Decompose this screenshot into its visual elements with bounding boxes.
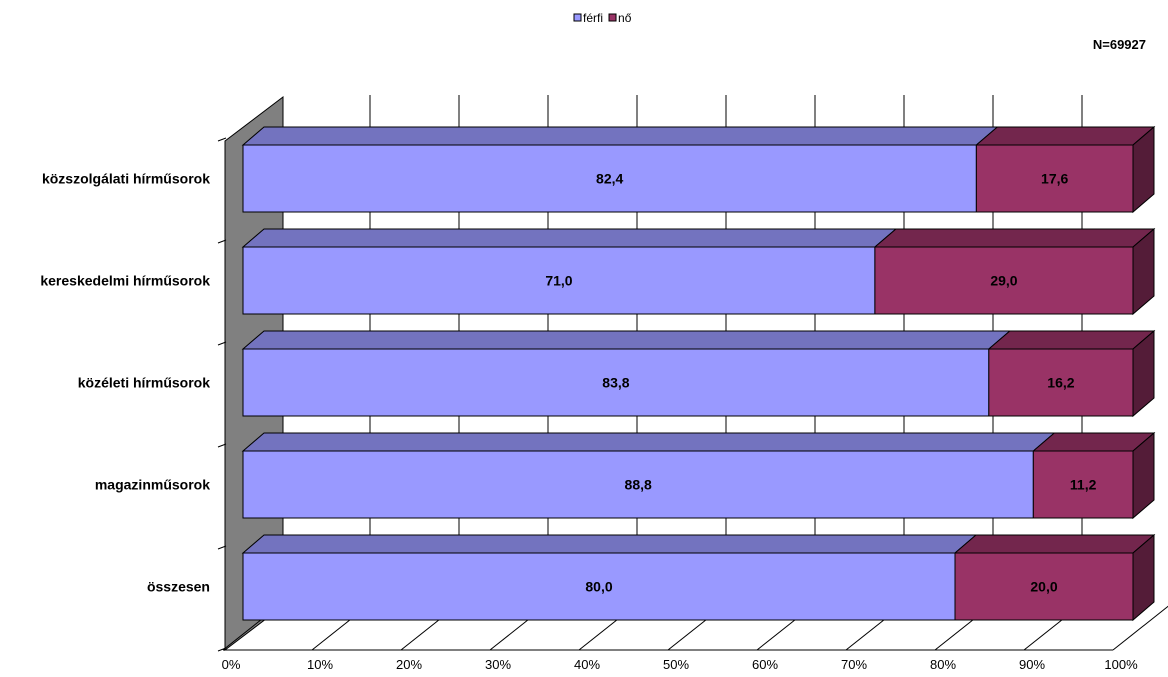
bar-side-face [1132,431,1155,520]
y-tick [217,341,227,346]
bar-top-face [241,432,1056,452]
bar-ferfi [242,552,956,621]
y-tick [217,647,227,652]
y-tick [217,137,227,142]
legend-label: férfi [583,11,603,25]
data-label: 83,8 [602,375,629,391]
bar-ferfi [242,144,977,213]
legend-swatch [573,13,582,22]
bar-no [954,552,1134,621]
legend: férfi nő [573,11,632,25]
data-label: 80,0 [585,579,612,595]
x-tick-label: 0% [222,657,241,672]
bar-no [988,348,1134,417]
x-tick-label: 10% [307,657,333,672]
x-tick-label: 90% [1019,657,1045,672]
bar-side-face [1132,125,1155,214]
category-label: közszolgálati hírműsorok [42,171,210,187]
bar-top-face [873,228,1156,248]
bar-side-face [1132,533,1155,622]
bar-ferfi [242,246,876,315]
data-label: 17,6 [1041,171,1068,187]
floor-gridline [1112,605,1168,651]
data-label: 88,8 [625,477,652,493]
x-tick-label: 100% [1104,657,1138,672]
data-label: 71,0 [545,273,572,289]
bar-top-face [975,126,1156,146]
data-label: 82,4 [596,171,623,187]
bar-top-face [241,126,999,146]
y-axis: közszolgálati hírműsorok kereskedelmi hír… [40,137,227,652]
x-tick-label: 70% [841,657,867,672]
bar-no [1032,450,1134,519]
chart-bars: 82,4 17,6 71,0 29,0 83,8 16,2 88,8 11,2 80,0 20,0 [241,125,1156,622]
bar-side-face [1132,329,1155,418]
x-tick-label: 20% [396,657,422,672]
data-label: 16,2 [1047,375,1074,391]
x-tick-label: 80% [930,657,956,672]
y-tick [217,239,227,244]
legend-swatch [608,13,617,22]
x-tick-label: 30% [485,657,511,672]
bar-ferfi [242,348,990,417]
bar-top-face [987,330,1156,350]
bar-top-face [241,228,898,248]
category-label: összesen [147,579,210,595]
bar-top-face [241,330,1012,350]
category-label: közéleti hírműsorok [78,375,210,391]
bar-top-face [953,534,1156,554]
x-tick-label: 50% [663,657,689,672]
category-label: kereskedelmi hírműsorok [40,273,210,289]
legend-label: nő [618,11,632,25]
x-tick-label: 40% [574,657,600,672]
bar-side-face [1132,227,1155,316]
y-tick [217,545,227,550]
category-label: magazinműsorok [95,477,210,493]
sample-size-annotation: N=69927 [1093,37,1146,52]
bar-top-face [241,534,978,554]
x-axis: 0% 10% 20% 30% 40% 50% 60% 70% 80% 90% 100% [222,649,1138,672]
bar-no [874,246,1134,315]
data-label: 20,0 [1030,579,1057,595]
x-tick-label: 60% [752,657,778,672]
data-label: 11,2 [1070,477,1097,493]
data-label: 29,0 [990,273,1017,289]
y-tick [217,443,227,448]
